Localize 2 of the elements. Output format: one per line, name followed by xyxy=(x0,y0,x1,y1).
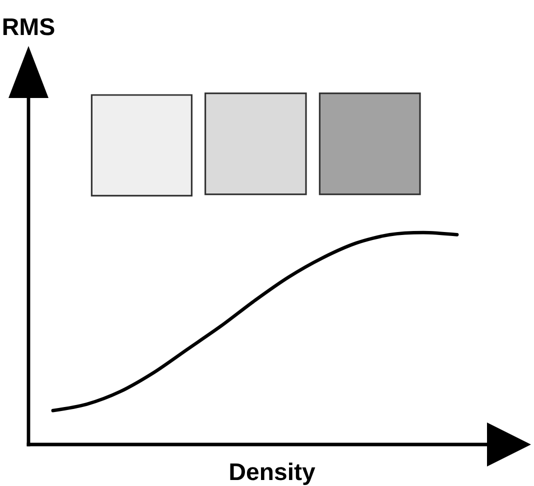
text: RMS xyxy=(3,18,54,36)
x-axis-title: Density xyxy=(230,462,316,485)
